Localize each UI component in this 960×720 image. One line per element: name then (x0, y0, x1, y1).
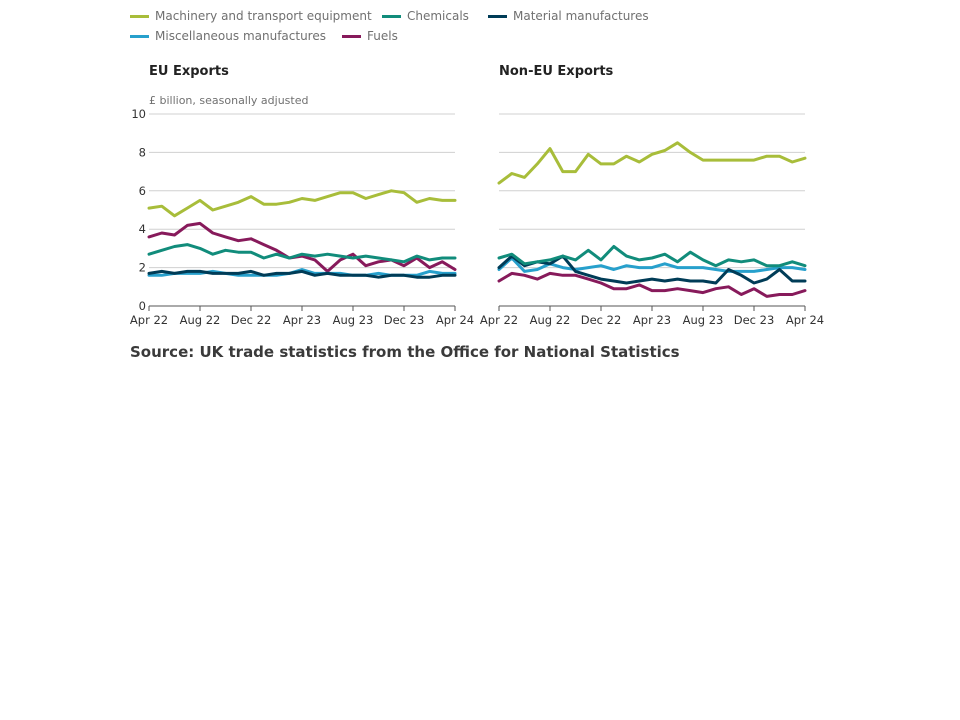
x-tick-label: Apr 24 (786, 313, 824, 327)
x-tick-label: Aug 22 (180, 313, 221, 327)
x-tick-label: Apr 22 (130, 313, 168, 327)
x-tick-label: Apr 22 (480, 313, 518, 327)
legend-label: Material manufactures (513, 9, 649, 23)
series-line-chemicals (497, 245, 807, 268)
series-line-material-manufactures (147, 269, 457, 279)
legend-item: Fuels (342, 26, 398, 46)
legend-label: Machinery and transport equipment (155, 9, 372, 23)
x-tick-label: Apr 24 (436, 313, 474, 327)
series-line-chemicals (147, 243, 457, 264)
y-axis-unit-label: £ billion, seasonally adjusted (149, 94, 308, 107)
x-tick-label: Apr 23 (633, 313, 671, 327)
x-tick-label: Dec 22 (581, 313, 622, 327)
source-note: Source: UK trade statistics from the Off… (130, 343, 680, 361)
y-tick-label: 10 (131, 107, 146, 121)
legend-item: Chemicals (382, 6, 469, 26)
legend-item: Material manufactures (488, 6, 649, 26)
x-tick-label: Aug 23 (333, 313, 374, 327)
eu-exports-panel: EU Exports £ billion, seasonally adjuste… (130, 64, 474, 327)
legend-swatch (130, 14, 149, 18)
x-tick-label: Apr 23 (283, 313, 321, 327)
non-eu-exports-panel: Non-EU Exports Apr 22 Aug 22 Dec 22 Apr 23 A… (480, 64, 824, 327)
legend-swatch (342, 34, 361, 38)
legend-label: Miscellaneous manufactures (155, 29, 326, 43)
legend-swatch (130, 34, 149, 38)
x-tick-label: Aug 22 (530, 313, 571, 327)
x-tick-label: Dec 23 (384, 313, 425, 327)
series-line-machinery-and-transport-equipment (147, 189, 457, 218)
y-tick-label: 8 (139, 145, 146, 159)
legend-label: Fuels (367, 29, 398, 43)
series-line-machinery-and-transport-equipment (497, 141, 807, 185)
series-line-material-manufactures (497, 254, 807, 285)
y-tick-label: 2 (139, 261, 146, 275)
y-tick-label: 4 (139, 222, 146, 236)
legend-item: Miscellaneous manufactures (130, 26, 326, 46)
series-line-fuels (497, 271, 807, 298)
non-eu-exports-title: Non-EU Exports (499, 64, 614, 79)
legend-swatch (382, 14, 401, 18)
y-tick-label: 6 (139, 184, 146, 198)
x-tick-label: Aug 23 (683, 313, 724, 327)
legend-item: Machinery and transport equipment (130, 6, 372, 26)
x-tick-label: Dec 22 (231, 313, 272, 327)
eu-exports-title: EU Exports (149, 64, 229, 79)
x-tick-label: Dec 23 (734, 313, 775, 327)
series-line-fuels (147, 221, 457, 273)
legend-label: Chemicals (407, 9, 469, 23)
legend-swatch (488, 14, 507, 18)
y-tick-label: 0 (139, 299, 146, 313)
